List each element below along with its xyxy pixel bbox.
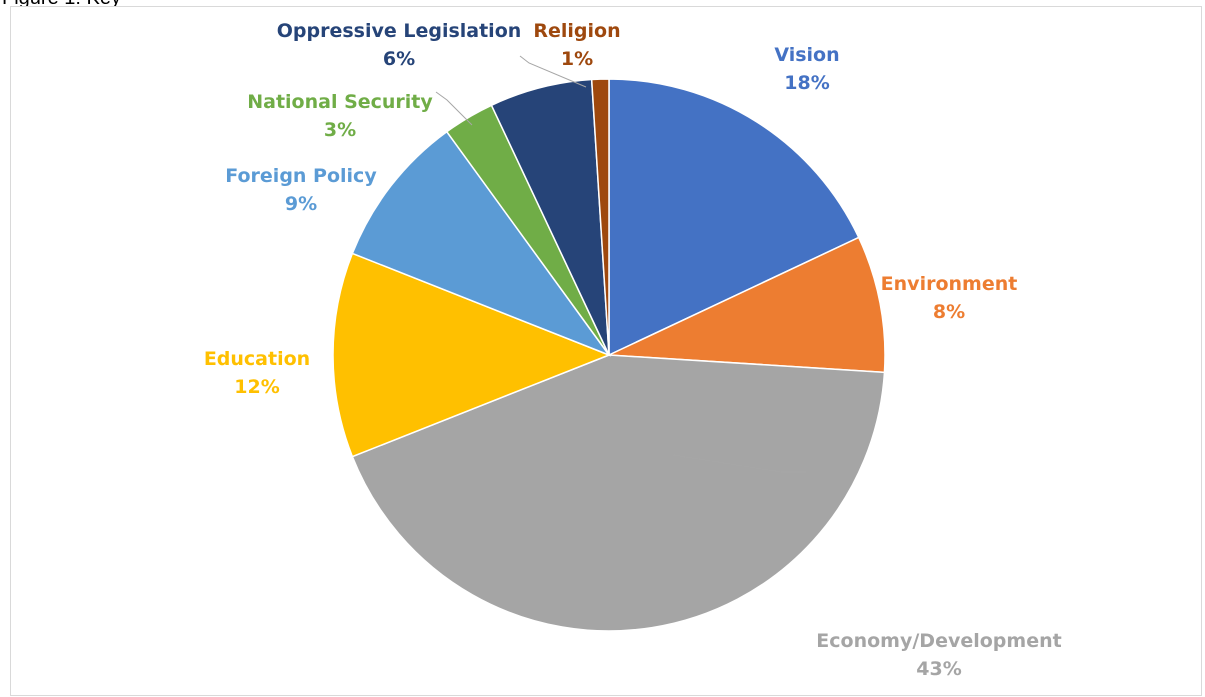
slice-percent-national-security: 3% bbox=[324, 119, 356, 141]
slice-percent-religion: 1% bbox=[561, 48, 593, 70]
slice-percent-environment: 8% bbox=[933, 301, 965, 323]
slice-label-religion: Religion bbox=[533, 20, 620, 42]
leader-line bbox=[435, 91, 473, 126]
pie-slice-religion bbox=[590, 78, 610, 356]
slice-percent-vision: 18% bbox=[784, 72, 829, 94]
pie-slices bbox=[332, 78, 886, 632]
slice-label-foreign-policy: Foreign Policy bbox=[225, 165, 377, 187]
pie-slice-foreign-policy bbox=[351, 130, 612, 357]
slice-percent-economy-development: 43% bbox=[916, 658, 961, 680]
slice-label-vision: Vision bbox=[774, 44, 839, 66]
slice-percent-education: 12% bbox=[234, 376, 279, 398]
pie-chart: Vision 18% Environment 8% Economy/Developmen… bbox=[204, 20, 1062, 680]
slice-label-national-security: National Security bbox=[247, 91, 433, 113]
leader-lines bbox=[435, 55, 806, 473]
leader-line bbox=[672, 454, 806, 473]
chart-area: Vision 18% Environment 8% Economy/Developmen… bbox=[10, 6, 1202, 696]
slice-label-economy-development: Economy/Development bbox=[816, 630, 1061, 652]
pie-slice-economy-development bbox=[351, 354, 886, 632]
slice-label-oppressive-legislation: Oppressive Legislation bbox=[277, 20, 522, 42]
pie-slice-education bbox=[332, 252, 612, 458]
slice-percent-foreign-policy: 9% bbox=[285, 193, 317, 215]
pie-slice-vision bbox=[608, 78, 860, 357]
leader-line bbox=[519, 55, 587, 88]
slice-label-environment: Environment bbox=[881, 273, 1018, 295]
figure-caption: Figure 1: Key bbox=[2, 0, 121, 10]
pie-slice-environment bbox=[608, 236, 886, 374]
data-labels: Vision 18% Environment 8% Economy/Developmen… bbox=[204, 20, 1062, 680]
slice-percent-oppressive-legislation: 6% bbox=[383, 48, 415, 70]
slice-label-education: Education bbox=[204, 348, 310, 370]
caption-strip: Figure 1: Key bbox=[0, 0, 1205, 14]
